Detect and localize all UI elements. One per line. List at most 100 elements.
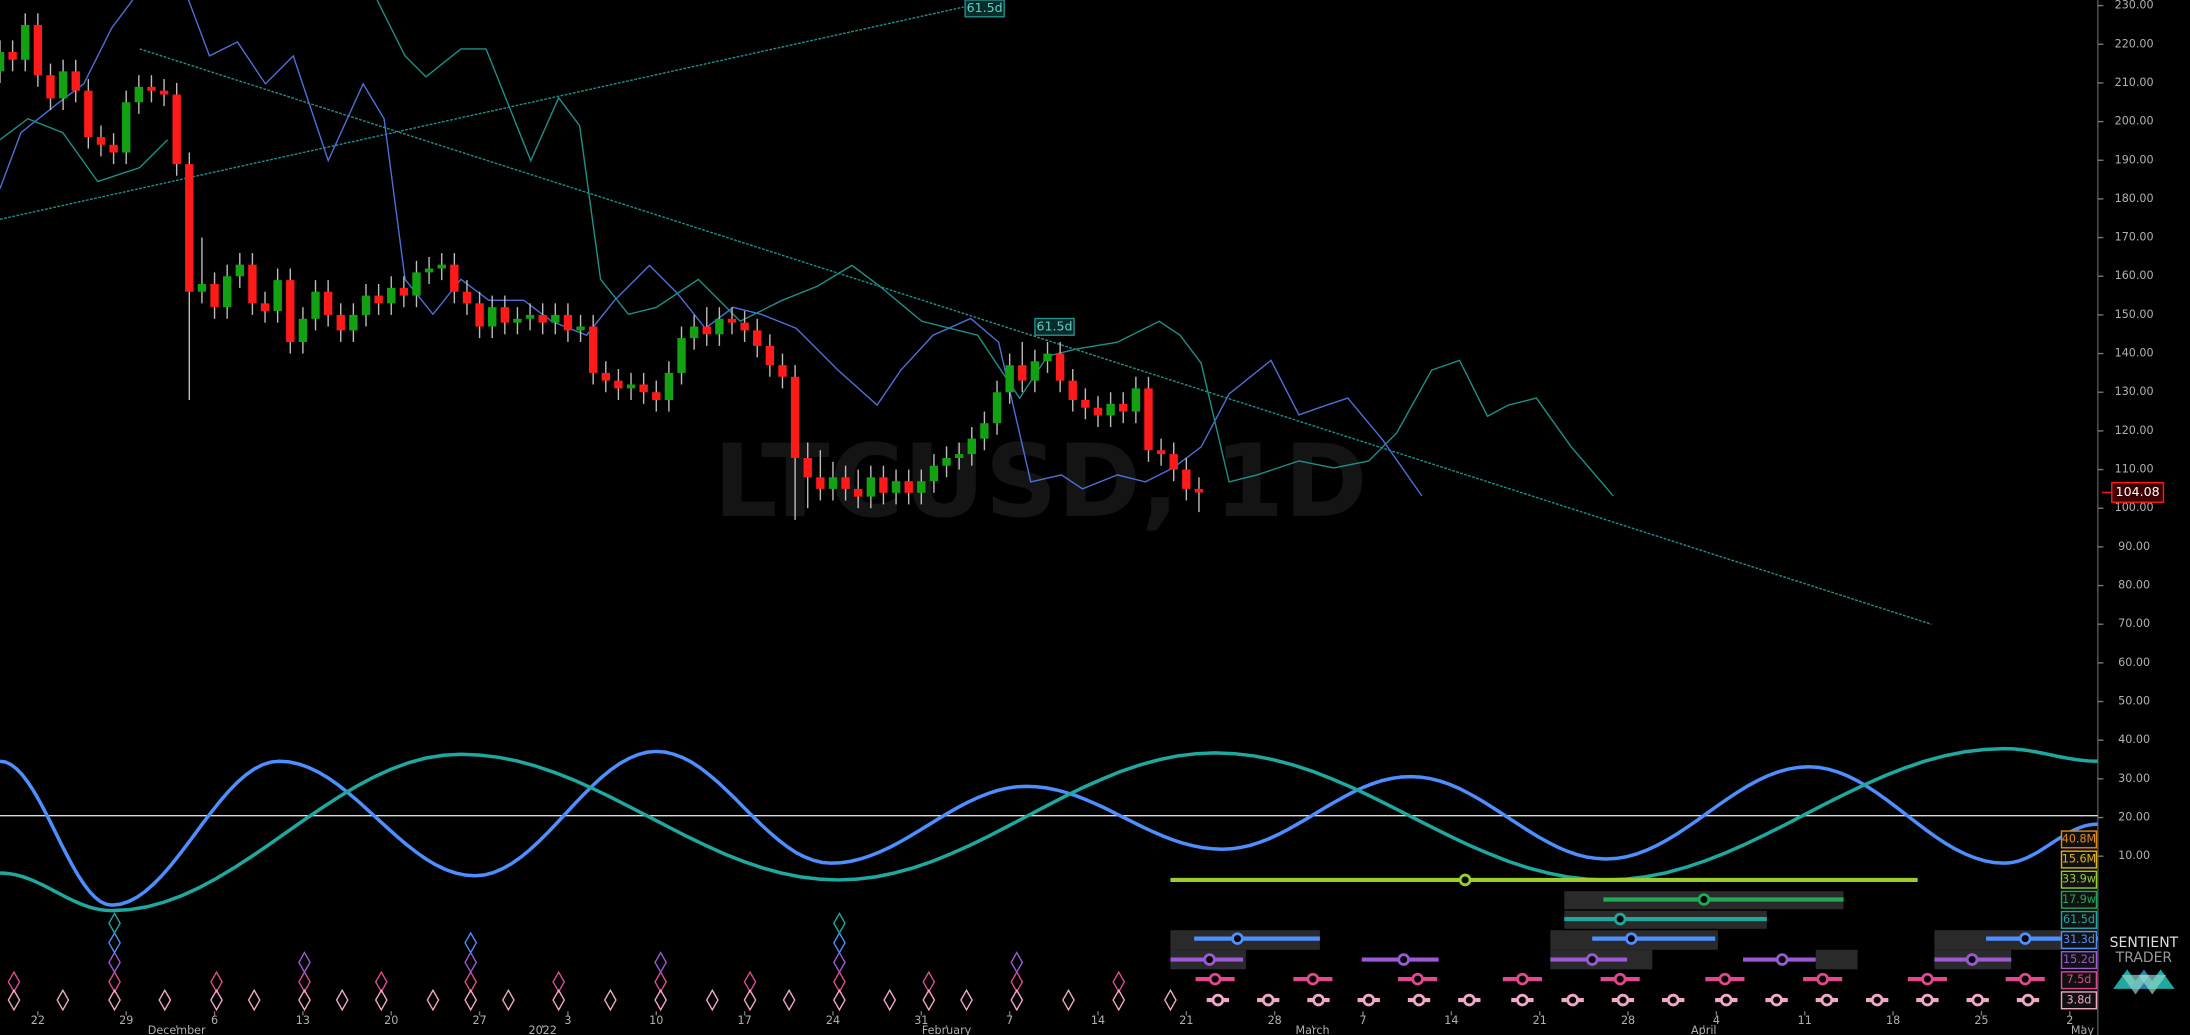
candle-body [197,283,207,292]
trend-line [0,6,964,220]
phase-point [1697,893,1711,906]
cycle-label: 3.8d [2067,993,2092,1006]
candle-body [803,457,812,478]
candle-body [58,71,68,99]
cycle-label: 15.2d [2063,953,2095,966]
candle-body [122,102,131,153]
candle-body [614,380,623,389]
cycle-label-box [2060,870,2098,889]
candle-body [84,90,93,138]
y-tick-label: 90.00 [2118,540,2150,553]
brand-line2: TRADER [2115,950,2173,966]
x-tick-label: 22 [31,1014,45,1027]
annotation: 61.5d [967,0,1003,15]
candle-body [462,291,472,304]
candle-body [8,52,17,60]
x-tick-label: 21 [1533,1014,1547,1027]
x-tick-label: 27 [472,1014,486,1027]
month-label: April [1691,1024,1717,1035]
candle-body [1055,353,1065,381]
candle-body [109,144,118,153]
phase-point [1397,953,1410,966]
cycle-marker [247,988,261,1012]
y-tick-label: 230.00 [2115,0,2154,12]
candle-body [1005,365,1014,393]
cycle-marker [1112,988,1126,1012]
cycle-marker [705,988,719,1012]
y-tick-label: 180.00 [2115,192,2154,205]
indicator-line [0,117,169,183]
candle-body [311,291,320,319]
cycle-label: 31.3d [2063,933,2095,946]
cycle-marker [108,988,121,1012]
candle-body [1106,403,1115,416]
cycle-marker [56,988,70,1012]
x-tick-label: 28 [1621,1014,1635,1027]
phase-point [1921,993,1934,1007]
phase-point [1231,932,1244,945]
candle-body [387,287,396,304]
candle-body [0,52,5,72]
cycle-marker [833,988,846,1012]
phase-point [1870,993,1884,1007]
candle-body [753,330,762,346]
candle-body [1156,450,1166,455]
cycle-marker [108,912,121,935]
y-tick-label: 140.00 [2115,347,2154,360]
candle-body [740,322,749,331]
candle-body [1169,454,1178,470]
candle-body [727,318,737,323]
cycle-label-box [2060,971,2098,990]
indicator-line [0,0,134,189]
phase-point [1666,993,1680,1007]
candle-body [601,372,610,381]
cycle-marker [833,912,846,935]
phase-point [1613,912,1627,926]
candle-body [424,268,434,273]
cycle-marker [502,988,515,1012]
y-tick-label: 40.00 [2118,733,2150,746]
y-tick-label: 70.00 [2118,617,2150,630]
cycle-label: 17.9w [2062,893,2096,906]
candle-body [1081,399,1090,408]
cycle-label: 33.9w [2062,873,2096,886]
y-tick-label: 120.00 [2115,424,2154,437]
y-tick-label: 10.00 [2118,849,2150,862]
indicator-line [187,0,1423,497]
annotation: 61.5d [1037,318,1073,333]
cycle-label: 15.6M [2062,853,2096,866]
phase-point [1566,993,1579,1007]
phase-point [1458,873,1472,887]
candle-body [1043,353,1052,362]
candle-body [260,303,270,312]
candle-body [702,326,711,335]
candle-body [412,272,421,296]
cycle-marker [960,988,973,1012]
x-tick-label: 10 [649,1014,663,1027]
candle-body [475,303,484,327]
x-tick-label: 28 [1268,1014,1282,1027]
month-label: May [2071,1024,2094,1035]
cycle-marker [1062,988,1075,1012]
phase-point [1718,972,1732,986]
candle-body [1182,469,1191,489]
candle-body [689,326,699,339]
candle-body [33,24,43,76]
x-tick-label: 7 [1006,1014,1013,1027]
x-tick-label: 11 [1798,1014,1812,1027]
cycle-marker [158,988,172,1012]
candle-body [715,318,724,335]
candle-body [273,280,282,312]
candle-body [336,314,345,331]
candle-body [765,345,775,366]
y-tick-label: 60.00 [2118,656,2150,669]
candle-body [513,318,522,323]
phase-point [1412,993,1426,1007]
phase-point [1261,993,1275,1007]
phase-point [1965,953,1979,966]
phase-point [1463,993,1476,1007]
y-tick-label: 100.00 [2115,501,2154,514]
x-tick-label: 14 [1091,1014,1105,1027]
cycle-label: 40.8M [2062,832,2096,845]
y-tick-label: 30.00 [2118,772,2150,785]
